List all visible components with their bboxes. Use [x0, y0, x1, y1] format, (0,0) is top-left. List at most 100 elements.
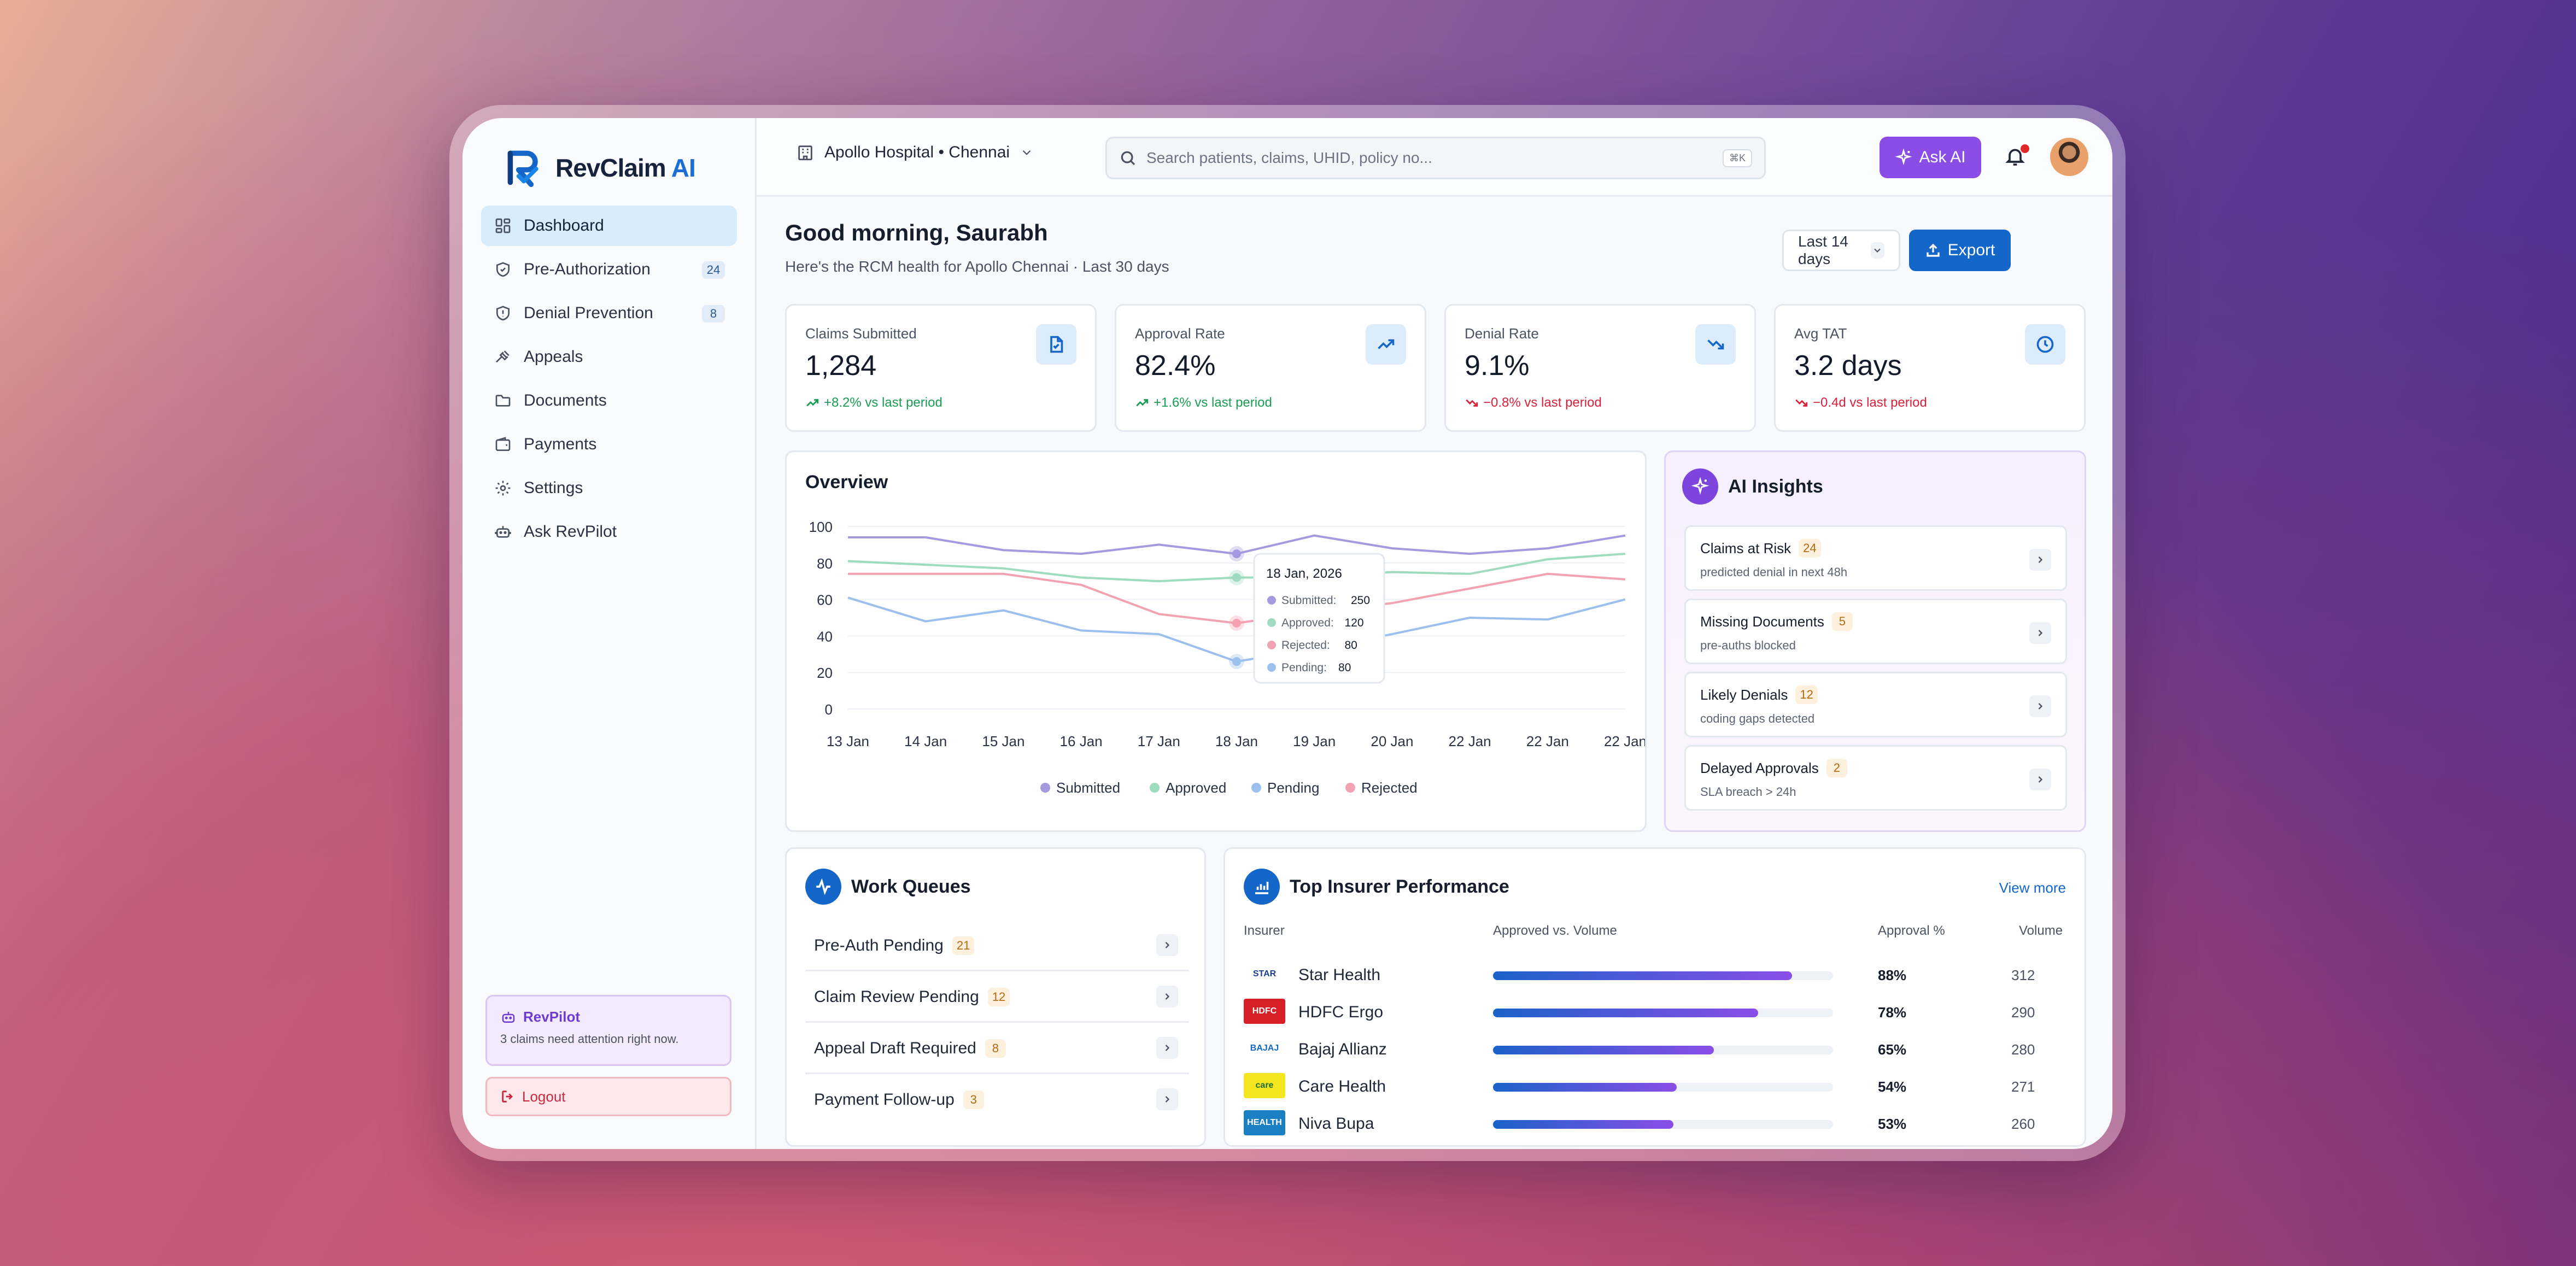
insurer-row[interactable]: care Care Health 54% 271	[1244, 1068, 2069, 1105]
ai-insights-card: AI Insights Claims at Risk 24 predicted d…	[1664, 450, 2086, 832]
column-header: Approval %	[1878, 923, 1945, 938]
overview-line-chart[interactable]: 0 20 40 60 80 100 13 Jan 14 Jan 15 Jan 16 Jan 17 J…	[787, 452, 1645, 830]
count-badge: 3	[963, 1091, 984, 1109]
insurer-logo: HEALTH	[1244, 1110, 1285, 1135]
sidebar-item-settings[interactable]: Settings	[481, 468, 737, 508]
sidebar-nav: Dashboard Pre-Authorization 24 Denial Pr…	[481, 206, 737, 555]
sidebar-item-label: Pre-Authorization	[524, 260, 651, 278]
insurer-row[interactable]: HEALTH Niva Bupa 53% 260	[1244, 1105, 2069, 1142]
revpilot-card[interactable]: RevPilot 3 claims need attention right n…	[485, 995, 731, 1066]
sidebar-item-appeals[interactable]: Appeals	[481, 337, 737, 377]
insurer-row[interactable]: HDFC HDFC Ergo 78% 290	[1244, 993, 2069, 1030]
avatar[interactable]	[2050, 138, 2088, 176]
sidebar-item-pre-authorization[interactable]: Pre-Authorization 24	[481, 249, 737, 290]
insurer-row[interactable]: STAR Star Health 88% 312	[1244, 956, 2069, 993]
insurer-name: Niva Bupa	[1298, 1115, 1374, 1133]
insight-missing-documents[interactable]: Missing Documents 5 pre-auths blocked	[1684, 599, 2067, 664]
legend-label: Approved	[1166, 779, 1226, 796]
kpi-label: Denial Rate	[1465, 325, 1539, 342]
tooltip-label: Pending:	[1281, 661, 1327, 674]
view-more-link[interactable]: View more	[1999, 880, 2066, 896]
sidebar-item-ask-revpilot[interactable]: Ask RevPilot	[481, 512, 737, 552]
y-tick-label: 40	[817, 628, 833, 644]
x-tick-label: 15 Jan	[982, 733, 1024, 749]
insurer-row[interactable]: BAJAJ Bajaj Allianz 65% 280	[1244, 1030, 2069, 1068]
search-bar: ⌘K	[1105, 137, 1766, 179]
app-logo[interactable]: RevClaim AI	[504, 138, 696, 198]
dashboard-icon	[495, 218, 511, 233]
work-queues-header: Work Queues	[805, 869, 971, 905]
chevron-right-icon[interactable]	[2029, 622, 2051, 644]
approval-bar-fill	[1493, 1083, 1677, 1092]
logout-button[interactable]: Logout	[485, 1077, 731, 1116]
tooltip-swatch	[1267, 596, 1276, 605]
approval-bar	[1493, 1083, 1833, 1092]
search-input[interactable]	[1146, 149, 1713, 167]
insight-claims-at-risk[interactable]: Claims at Risk 24 predicted denial in nex…	[1684, 525, 2067, 591]
legend-swatch	[1150, 783, 1160, 793]
date-range-select[interactable]: Last 14 days	[1782, 230, 1900, 271]
queue-claim-review-pending[interactable]: Claim Review Pending 12	[805, 971, 1189, 1023]
chevron-right-icon[interactable]	[2029, 769, 2051, 790]
chevron-right-icon[interactable]	[1156, 986, 1178, 1007]
sidebar-item-dashboard[interactable]: Dashboard	[481, 206, 737, 246]
insight-delayed-approvals[interactable]: Delayed Approvals 2 SLA breach > 24h	[1684, 745, 2067, 811]
sidebar-item-label: Payments	[524, 435, 597, 453]
chart-tooltip	[1253, 553, 1385, 684]
insight-likely-denials[interactable]: Likely Denials 12 coding gaps detected	[1684, 672, 2067, 737]
tooltip-date: 18 Jan, 2026	[1266, 566, 1342, 581]
revpilot-title: RevPilot	[500, 1009, 717, 1025]
chevron-right-icon[interactable]	[1156, 1037, 1178, 1059]
legend-swatch	[1040, 783, 1050, 793]
x-tick-label: 22 Jan	[1604, 733, 1645, 749]
sidebar-item-denial-prevention[interactable]: Denial Prevention 8	[481, 293, 737, 333]
sidebar-item-label: Dashboard	[524, 216, 604, 235]
approval-bar-fill	[1493, 1009, 1759, 1017]
count-badge: 24	[1799, 539, 1821, 558]
insurer-logo: HDFC	[1244, 999, 1285, 1024]
sidebar-item-payments[interactable]: Payments	[481, 424, 737, 465]
column-header: Approved vs. Volume	[1493, 923, 1617, 938]
chevron-right-icon[interactable]	[2029, 549, 2051, 571]
y-tick-label: 80	[817, 555, 833, 572]
tooltip-value: 120	[1345, 617, 1364, 629]
activity-icon	[805, 869, 841, 905]
kpi-label: Avg TAT	[1794, 325, 1847, 342]
top-header: Apollo Hospital • Chennai ⌘K Ask AI	[757, 118, 2112, 197]
data-point-pending	[1232, 657, 1241, 666]
chevron-right-icon[interactable]	[2029, 695, 2051, 717]
queue-appeal-draft-required[interactable]: Appeal Draft Required 8	[805, 1023, 1189, 1074]
approval-bar	[1493, 1046, 1833, 1054]
approval-bar-fill	[1493, 1120, 1673, 1129]
ask-ai-button[interactable]: Ask AI	[1880, 137, 1981, 178]
kpi-card-avg-tat[interactable]: Avg TAT 3.2 days −0.4d vs last period	[1774, 304, 2086, 432]
clock-icon	[2025, 324, 2065, 365]
org-selector[interactable]: Apollo Hospital • Chennai	[796, 143, 1034, 162]
count-badge: 2	[1826, 759, 1847, 777]
kpi-card-denial-rate[interactable]: Denial Rate 9.1% −0.8% vs last period	[1444, 304, 1756, 432]
overview-card: Overview 0 20 40 60 80 100 13 Jan 14 Jan 15 Jan 1…	[785, 450, 1647, 832]
approval-percent: 53%	[1878, 1116, 1907, 1132]
insurer-logo: STAR	[1244, 962, 1285, 987]
queue-pre-auth-pending[interactable]: Pre-Auth Pending 21	[805, 920, 1189, 971]
queue-payment-follow-up[interactable]: Payment Follow-up 3	[805, 1074, 1189, 1126]
kpi-card-claims-submitted[interactable]: Claims Submitted 1,284 +8.2% vs last per…	[785, 304, 1097, 432]
insurer-logo: BAJAJ	[1244, 1036, 1285, 1061]
kpi-card-approval-rate[interactable]: Approval Rate 82.4% +1.6% vs last period	[1115, 304, 1426, 432]
chevron-right-icon[interactable]	[1156, 934, 1178, 956]
page-title: Good morning, Saurabh	[785, 220, 1048, 245]
export-button[interactable]: Export	[1909, 230, 2011, 271]
legend-label: Submitted	[1056, 779, 1120, 796]
sidebar-item-documents[interactable]: Documents	[481, 380, 737, 421]
data-point-rejected	[1232, 619, 1241, 628]
top-insurer-card: Top Insurer Performance View more Insure…	[1223, 847, 2086, 1147]
x-tick-label: 16 Jan	[1060, 733, 1103, 749]
notifications-button[interactable]	[2004, 144, 2029, 169]
tooltip-value: 80	[1345, 639, 1357, 652]
count-badge: 8	[985, 1039, 1006, 1058]
approval-bar-fill	[1493, 1046, 1714, 1054]
chevron-down-icon	[1870, 242, 1884, 259]
app-name: RevClaim AI	[555, 154, 696, 182]
approval-percent: 54%	[1878, 1079, 1907, 1095]
chevron-right-icon[interactable]	[1156, 1088, 1178, 1110]
